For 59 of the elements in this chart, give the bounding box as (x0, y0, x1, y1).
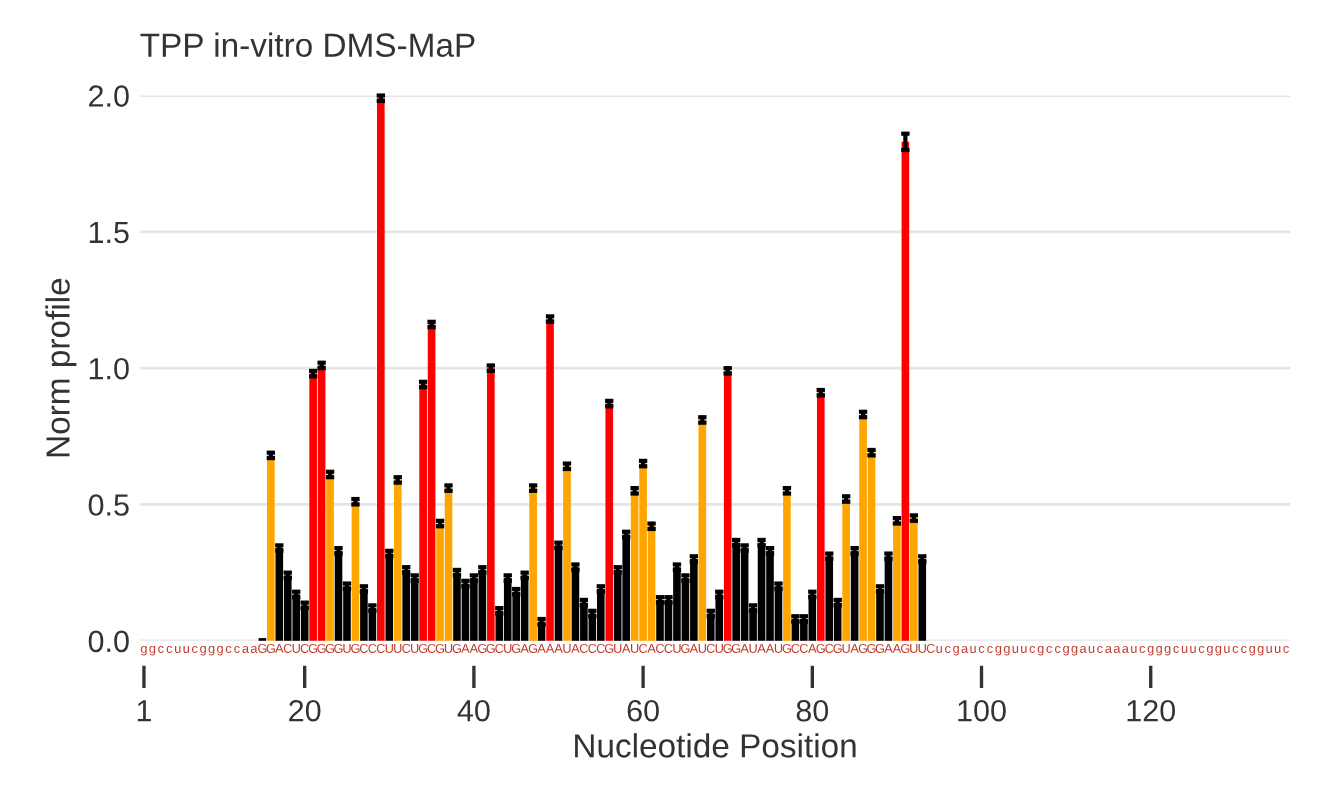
x2-tick-label: 1 (137, 700, 151, 722)
bar (309, 373, 317, 641)
bar (622, 534, 630, 641)
bar (554, 545, 563, 641)
bar (825, 556, 834, 641)
y-tick-label: 0.0 (88, 630, 129, 653)
bar (901, 141, 910, 641)
bar (529, 488, 537, 641)
bar (487, 368, 495, 641)
bar (783, 490, 791, 641)
bar (275, 548, 284, 641)
bar (520, 575, 529, 641)
x2-tick-label: 100 (958, 699, 1006, 722)
x2-tick-label: 120 (1127, 699, 1176, 722)
bar (546, 319, 554, 641)
bar (351, 501, 360, 641)
y-axis-title: Norm profile (45, 278, 77, 457)
x2-tick-label: 80 (796, 699, 829, 722)
bar (503, 578, 512, 641)
bar (757, 542, 766, 641)
bar (334, 550, 343, 641)
bar (842, 499, 850, 641)
y-tick-label: 2.0 (89, 85, 129, 107)
x2-tick-label: 60 (627, 699, 659, 722)
bar (427, 324, 436, 641)
x2-axis-title: Nucleotide Position (575, 733, 856, 758)
bar (402, 569, 411, 641)
bar (385, 553, 394, 641)
bar (698, 419, 707, 641)
bar (893, 520, 901, 641)
chart-title: TPP in-vitro DMS-MaP (140, 32, 475, 57)
bar (850, 550, 859, 641)
bar (326, 474, 334, 641)
bar (377, 98, 385, 641)
bar (410, 578, 419, 641)
bar (656, 599, 664, 641)
bar (639, 463, 647, 641)
bar (816, 392, 825, 641)
y-tick-label: 1.5 (89, 221, 129, 244)
y-tick-label: 0.5 (88, 494, 129, 516)
bar (596, 588, 605, 641)
bar (317, 365, 326, 641)
bar (910, 518, 918, 641)
bar (918, 558, 927, 641)
bar (571, 567, 580, 641)
bar (605, 403, 614, 641)
bar (859, 414, 867, 641)
bar (444, 488, 453, 641)
bar (715, 594, 724, 641)
bar (393, 479, 402, 641)
x2-tick-label: 40 (457, 699, 490, 722)
bar (740, 548, 749, 641)
bar (478, 569, 487, 641)
y-tick-label: 1.0 (89, 357, 129, 380)
bar (884, 556, 893, 641)
bar (723, 370, 732, 641)
bar (267, 455, 275, 641)
bar (563, 466, 571, 641)
x2-tick-label: 20 (289, 699, 321, 722)
